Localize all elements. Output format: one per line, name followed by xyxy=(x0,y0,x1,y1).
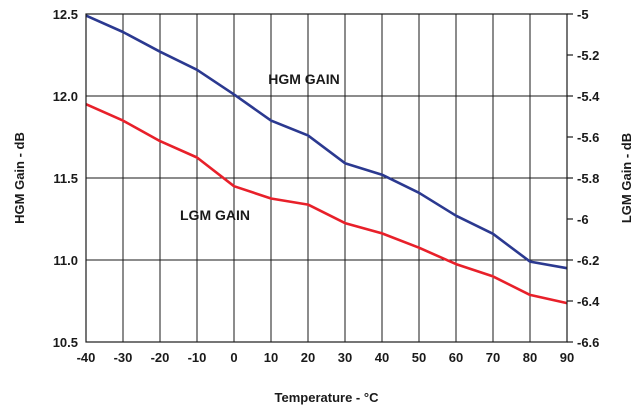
x-tick-label: 30 xyxy=(338,350,352,365)
x-tick-label: 0 xyxy=(230,350,237,365)
right-y-tick-label: -5.8 xyxy=(577,171,599,186)
right-y-tick-label: -6 xyxy=(577,212,589,227)
left-y-tick-label: 10.5 xyxy=(53,335,78,350)
right-y-tick-label: -5.6 xyxy=(577,130,599,145)
left-y-tick-label: 11.0 xyxy=(53,253,78,268)
right-y-axis-title: LGM Gain - dB xyxy=(619,133,634,223)
right-y-tick-label: -5 xyxy=(577,7,589,22)
right-axis-ticks: -5 -5.2 -5.4 -5.6 -5.8 -6 -6.2 -6.4 -6.6 xyxy=(567,7,600,350)
x-axis-title: Temperature - °C xyxy=(275,390,380,405)
series-lines xyxy=(85,14,568,305)
x-tick-label: 70 xyxy=(486,350,500,365)
x-tick-label: 20 xyxy=(301,350,315,365)
left-y-tick-label: 12.5 xyxy=(53,7,78,22)
x-tick-label: -40 xyxy=(77,350,96,365)
right-y-tick-label: -6.4 xyxy=(577,294,600,309)
x-tick-label: 80 xyxy=(523,350,537,365)
x-tick-label: 40 xyxy=(375,350,389,365)
x-tick-label: -30 xyxy=(114,350,133,365)
grid-lines xyxy=(85,13,568,343)
x-tick-label: 50 xyxy=(412,350,426,365)
left-y-tick-label: 12.0 xyxy=(53,89,78,104)
series-line-lgm-gain xyxy=(85,103,568,305)
right-y-tick-label: -6.2 xyxy=(577,253,599,268)
x-tick-label: 60 xyxy=(449,350,463,365)
series-label-hgm-gain: HGM GAIN xyxy=(268,71,340,87)
x-tick-label: 90 xyxy=(560,350,574,365)
series-labels: HGM GAIN LGM GAIN xyxy=(180,71,340,223)
left-y-tick-label: 11.5 xyxy=(53,171,78,186)
left-axis-ticks: 12.5 12.0 11.5 11.0 10.5 xyxy=(53,7,78,350)
series-line-hgm-gain xyxy=(85,14,568,270)
right-y-tick-label: -5.4 xyxy=(577,89,600,104)
x-axis-ticks: -40 -30 -20 -10 0 10 20 30 40 50 60 70 80 90 xyxy=(77,350,575,365)
series-label-lgm-gain: LGM GAIN xyxy=(180,207,250,223)
x-tick-label: -20 xyxy=(151,350,170,365)
x-tick-label: 10 xyxy=(264,350,278,365)
x-tick-label: -10 xyxy=(188,350,207,365)
right-y-tick-label: -5.2 xyxy=(577,48,599,63)
right-y-tick-label: -6.6 xyxy=(577,335,599,350)
left-y-axis-title: HGM Gain - dB xyxy=(12,132,27,224)
